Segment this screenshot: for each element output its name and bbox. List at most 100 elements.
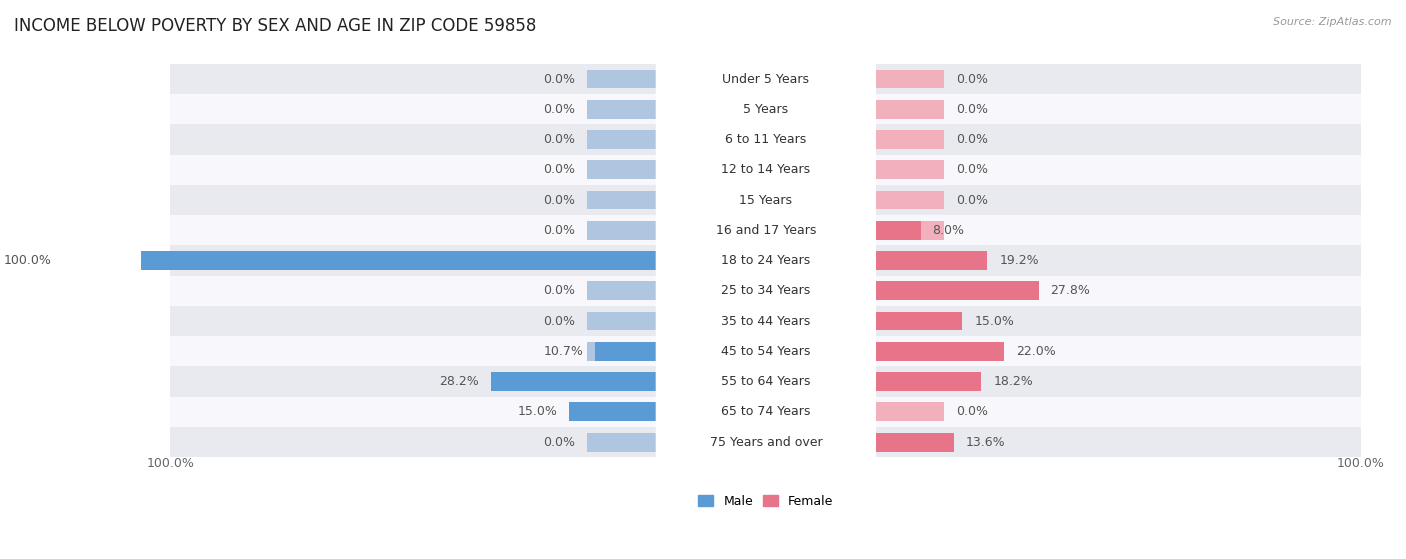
Bar [170,397,1361,427]
Text: 75 Years and over: 75 Years and over [710,435,823,449]
Bar [170,215,1361,245]
Text: 0.0%: 0.0% [543,193,575,207]
Text: 0.0%: 0.0% [543,435,575,449]
FancyBboxPatch shape [655,176,876,225]
Bar [873,433,945,452]
Bar [873,312,962,330]
Bar [873,221,921,240]
Bar [588,100,658,119]
Text: 0.0%: 0.0% [956,133,988,146]
Bar [873,221,945,240]
Bar [588,342,658,361]
Text: 18 to 24 Years: 18 to 24 Years [721,254,810,267]
FancyBboxPatch shape [655,55,876,103]
Text: 10.7%: 10.7% [543,345,583,358]
Bar [63,251,658,270]
Text: 6 to 11 Years: 6 to 11 Years [725,133,807,146]
Bar [873,282,945,300]
Bar [588,130,658,149]
Bar [588,402,658,421]
Text: 19.2%: 19.2% [1000,254,1039,267]
Text: 18.2%: 18.2% [993,375,1033,388]
Bar [588,191,658,210]
Bar [873,160,945,179]
Text: 0.0%: 0.0% [543,133,575,146]
Text: 0.0%: 0.0% [543,315,575,328]
FancyBboxPatch shape [655,115,876,164]
Text: 15 Years: 15 Years [740,193,793,207]
Text: 0.0%: 0.0% [956,193,988,207]
Bar [873,251,945,270]
Bar [170,64,1361,94]
Bar [873,433,955,452]
Text: 0.0%: 0.0% [956,405,988,418]
Bar [873,342,945,361]
Text: INCOME BELOW POVERTY BY SEX AND AGE IN ZIP CODE 59858: INCOME BELOW POVERTY BY SEX AND AGE IN Z… [14,17,537,35]
Bar [873,130,945,149]
Text: Source: ZipAtlas.com: Source: ZipAtlas.com [1274,17,1392,27]
Text: 0.0%: 0.0% [956,163,988,176]
Text: 15.0%: 15.0% [517,405,557,418]
Bar [170,125,1361,155]
Legend: Male, Female: Male, Female [693,490,838,513]
Bar [873,312,945,330]
Bar [170,367,1361,397]
FancyBboxPatch shape [655,297,876,345]
FancyBboxPatch shape [655,418,876,467]
Text: 27.8%: 27.8% [1050,285,1090,297]
Bar [170,94,1361,125]
Text: 65 to 74 Years: 65 to 74 Years [721,405,810,418]
FancyBboxPatch shape [655,357,876,406]
FancyBboxPatch shape [655,387,876,437]
Text: 13.6%: 13.6% [966,435,1005,449]
Bar [588,282,658,300]
Text: 0.0%: 0.0% [543,224,575,237]
Text: 0.0%: 0.0% [543,285,575,297]
FancyBboxPatch shape [655,236,876,285]
FancyBboxPatch shape [655,145,876,195]
Text: 25 to 34 Years: 25 to 34 Years [721,285,810,297]
Bar [170,427,1361,457]
Text: 0.0%: 0.0% [543,163,575,176]
Text: 15.0%: 15.0% [974,315,1014,328]
Text: Under 5 Years: Under 5 Years [723,73,810,86]
Bar [170,185,1361,215]
Bar [588,433,658,452]
FancyBboxPatch shape [655,85,876,134]
Bar [491,372,658,391]
Bar [873,372,981,391]
Bar [595,342,658,361]
Bar [873,191,945,210]
Text: 0.0%: 0.0% [956,103,988,116]
Text: 22.0%: 22.0% [1017,345,1056,358]
Text: 16 and 17 Years: 16 and 17 Years [716,224,815,237]
Text: 8.0%: 8.0% [932,224,965,237]
Text: 0.0%: 0.0% [956,73,988,86]
Bar [569,402,658,421]
FancyBboxPatch shape [655,206,876,255]
Text: 12 to 14 Years: 12 to 14 Years [721,163,810,176]
Text: 0.0%: 0.0% [543,103,575,116]
Bar [170,245,1361,276]
Bar [588,221,658,240]
FancyBboxPatch shape [655,266,876,315]
Bar [873,372,945,391]
Bar [170,306,1361,336]
Text: 45 to 54 Years: 45 to 54 Years [721,345,810,358]
Bar [170,336,1361,367]
Text: 35 to 44 Years: 35 to 44 Years [721,315,810,328]
Text: 100.0%: 100.0% [1337,457,1385,470]
Text: 28.2%: 28.2% [439,375,479,388]
Bar [170,155,1361,185]
Bar [873,70,945,88]
Bar [588,160,658,179]
Text: 5 Years: 5 Years [744,103,789,116]
Text: 100.0%: 100.0% [4,254,52,267]
Text: 55 to 64 Years: 55 to 64 Years [721,375,810,388]
Bar [588,70,658,88]
Bar [588,372,658,391]
Text: 100.0%: 100.0% [146,457,194,470]
Bar [873,342,1004,361]
Text: 0.0%: 0.0% [543,73,575,86]
Bar [873,100,945,119]
